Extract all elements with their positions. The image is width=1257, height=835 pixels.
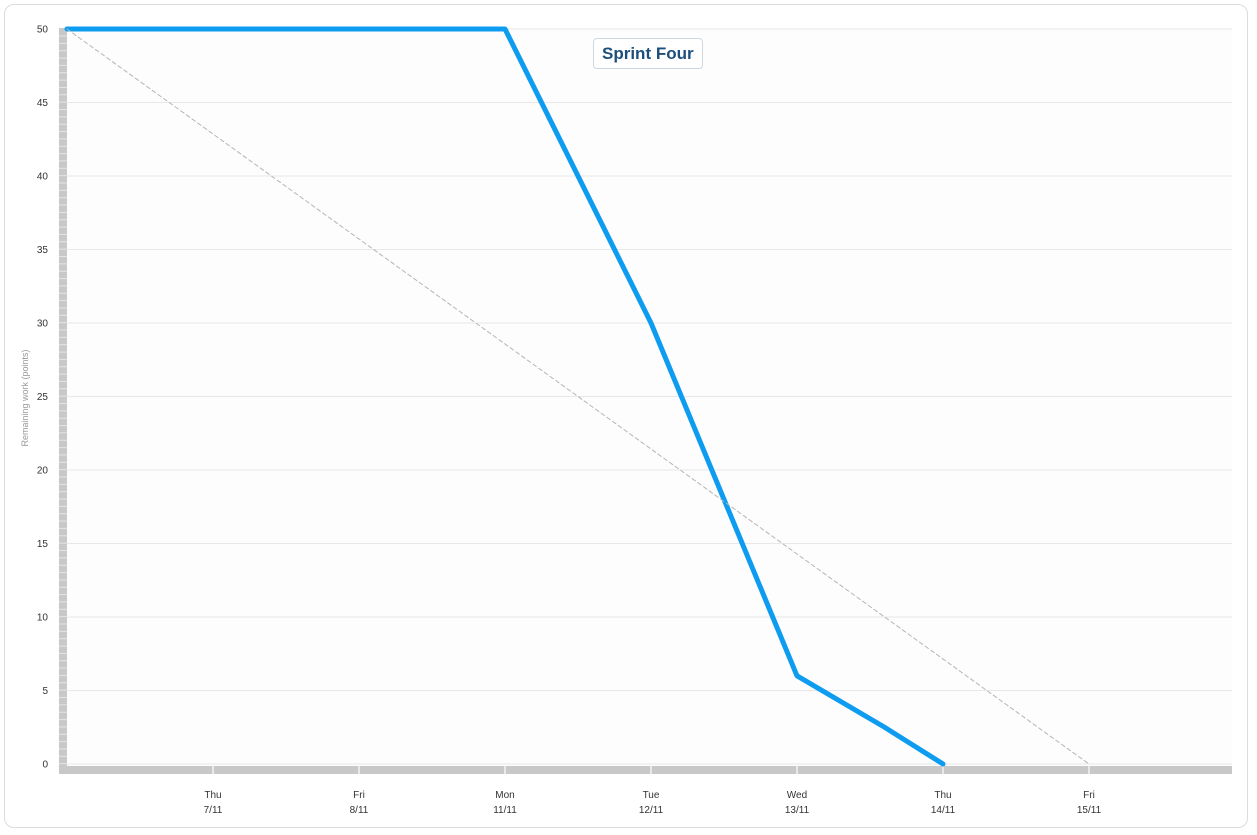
x-tick-day-label: Tue (643, 790, 660, 801)
y-tick-label: 5 (42, 686, 48, 697)
plot-area (60, 28, 1232, 774)
x-tick-date-label: 14/11 (931, 805, 956, 816)
y-axis-title: Remaining work (points) (20, 349, 30, 446)
y-tick-label: 10 (37, 613, 49, 624)
x-axis-band (59, 766, 1232, 774)
x-tick-date-label: 11/11 (493, 805, 517, 816)
x-tick-day-label: Thu (934, 790, 951, 801)
x-tick-date-label: 8/11 (350, 805, 369, 816)
y-tick-label: 20 (37, 466, 49, 477)
x-tick-day-label: Wed (787, 790, 807, 801)
y-axis: 0 5 10 15 20 25 30 35 40 45 50 (37, 25, 67, 774)
y-tick-label: 45 (37, 98, 49, 109)
x-tick-day-label: Fri (1083, 790, 1095, 801)
y-tick-label: 30 (37, 319, 49, 330)
x-tick-date-label: 12/11 (639, 805, 664, 816)
x-tick-date-label: 7/11 (204, 805, 223, 816)
x-tick-date-label: 15/11 (1077, 805, 1102, 816)
x-tick-day-label: Fri (353, 790, 365, 801)
x-tick-day-label: Thu (204, 790, 221, 801)
x-tick-day-label: Mon (495, 790, 514, 801)
y-tick-label: 0 (42, 760, 48, 771)
y-tick-label: 40 (37, 172, 49, 183)
x-axis: Thu 7/11 Fri 8/11 Mon 11/11 Tue 12/11 Wed 13/11 Th… (59, 766, 1232, 816)
x-tick-date-label: 13/11 (785, 805, 810, 816)
y-tick-label: 50 (37, 25, 49, 36)
y-tick-label: 35 (37, 245, 49, 256)
y-tick-label: 25 (37, 392, 49, 403)
y-tick-label: 15 (37, 539, 49, 550)
chart-title: Sprint Four (593, 38, 703, 69)
